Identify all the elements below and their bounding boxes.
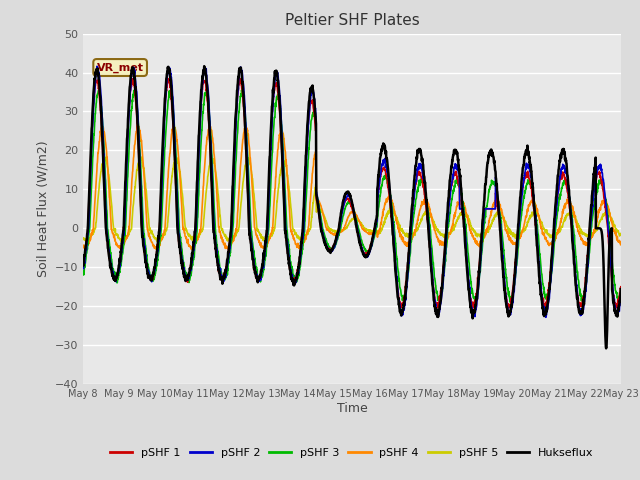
pSHF 4 xyxy=(368,230,376,236)
Line: pSHF 2: pSHF 2 xyxy=(83,66,621,317)
pSHF 2 xyxy=(542,314,550,320)
pSHF 5 xyxy=(380,222,387,228)
pSHF 3 xyxy=(617,289,625,295)
pSHF 5 xyxy=(617,232,625,238)
pSHF 2 xyxy=(79,265,87,271)
Line: pSHF 5: pSHF 5 xyxy=(83,157,621,242)
Line: pSHF 4: pSHF 4 xyxy=(83,125,621,250)
pSHF 1 xyxy=(380,165,387,171)
Line: pSHF 1: pSHF 1 xyxy=(83,78,621,309)
Hukseflux xyxy=(508,299,516,304)
Line: pSHF 3: pSHF 3 xyxy=(83,90,621,302)
Hukseflux xyxy=(617,286,625,292)
pSHF 2 xyxy=(368,243,376,249)
pSHF 5 xyxy=(79,236,87,241)
pSHF 1 xyxy=(368,239,376,245)
Text: VR_met: VR_met xyxy=(97,62,143,72)
pSHF 5 xyxy=(137,154,145,160)
pSHF 1 xyxy=(617,284,625,289)
pSHF 5 xyxy=(230,233,237,239)
Hukseflux xyxy=(584,244,592,250)
pSHF 1 xyxy=(585,238,593,243)
pSHF 4 xyxy=(380,206,387,212)
pSHF 2 xyxy=(585,251,593,257)
pSHF 4 xyxy=(242,122,250,128)
pSHF 1 xyxy=(79,260,87,265)
pSHF 3 xyxy=(506,300,514,305)
Hukseflux xyxy=(380,141,387,146)
Hukseflux xyxy=(368,240,376,246)
Legend: pSHF 1, pSHF 2, pSHF 3, pSHF 4, pSHF 5, Hukseflux: pSHF 1, pSHF 2, pSHF 3, pSHF 4, pSHF 5, … xyxy=(106,444,598,463)
Hukseflux xyxy=(602,346,610,351)
pSHF 3 xyxy=(570,228,577,234)
pSHF 3 xyxy=(79,272,87,277)
pSHF 2 xyxy=(230,187,237,193)
Y-axis label: Soil Heat Flux (W/m2): Soil Heat Flux (W/m2) xyxy=(36,141,49,277)
Title: Peltier SHF Plates: Peltier SHF Plates xyxy=(285,13,419,28)
Hukseflux xyxy=(570,249,577,255)
pSHF 2 xyxy=(508,303,516,309)
pSHF 4 xyxy=(79,243,87,249)
pSHF 1 xyxy=(230,174,237,180)
pSHF 4 xyxy=(570,209,577,215)
Line: Hukseflux: Hukseflux xyxy=(83,66,621,348)
pSHF 1 xyxy=(570,250,577,256)
pSHF 5 xyxy=(189,239,197,245)
X-axis label: Time: Time xyxy=(337,402,367,415)
pSHF 5 xyxy=(570,212,577,218)
pSHF 3 xyxy=(368,243,376,249)
pSHF 3 xyxy=(380,177,387,182)
pSHF 3 xyxy=(509,292,516,298)
Hukseflux xyxy=(79,263,87,268)
pSHF 2 xyxy=(93,63,100,69)
pSHF 1 xyxy=(508,291,516,297)
pSHF 4 xyxy=(585,240,593,246)
pSHF 1 xyxy=(164,75,172,81)
pSHF 4 xyxy=(617,242,625,248)
pSHF 2 xyxy=(570,249,577,254)
pSHF 5 xyxy=(585,233,593,239)
pSHF 3 xyxy=(229,222,237,228)
pSHF 3 xyxy=(237,87,245,93)
pSHF 2 xyxy=(380,157,387,163)
pSHF 2 xyxy=(617,293,625,299)
pSHF 4 xyxy=(509,239,516,244)
Hukseflux xyxy=(200,63,208,69)
pSHF 5 xyxy=(509,232,516,238)
pSHF 1 xyxy=(541,306,548,312)
Hukseflux xyxy=(230,167,237,173)
pSHF 4 xyxy=(117,247,125,253)
pSHF 5 xyxy=(368,228,376,234)
pSHF 4 xyxy=(230,236,237,241)
pSHF 3 xyxy=(585,257,593,263)
